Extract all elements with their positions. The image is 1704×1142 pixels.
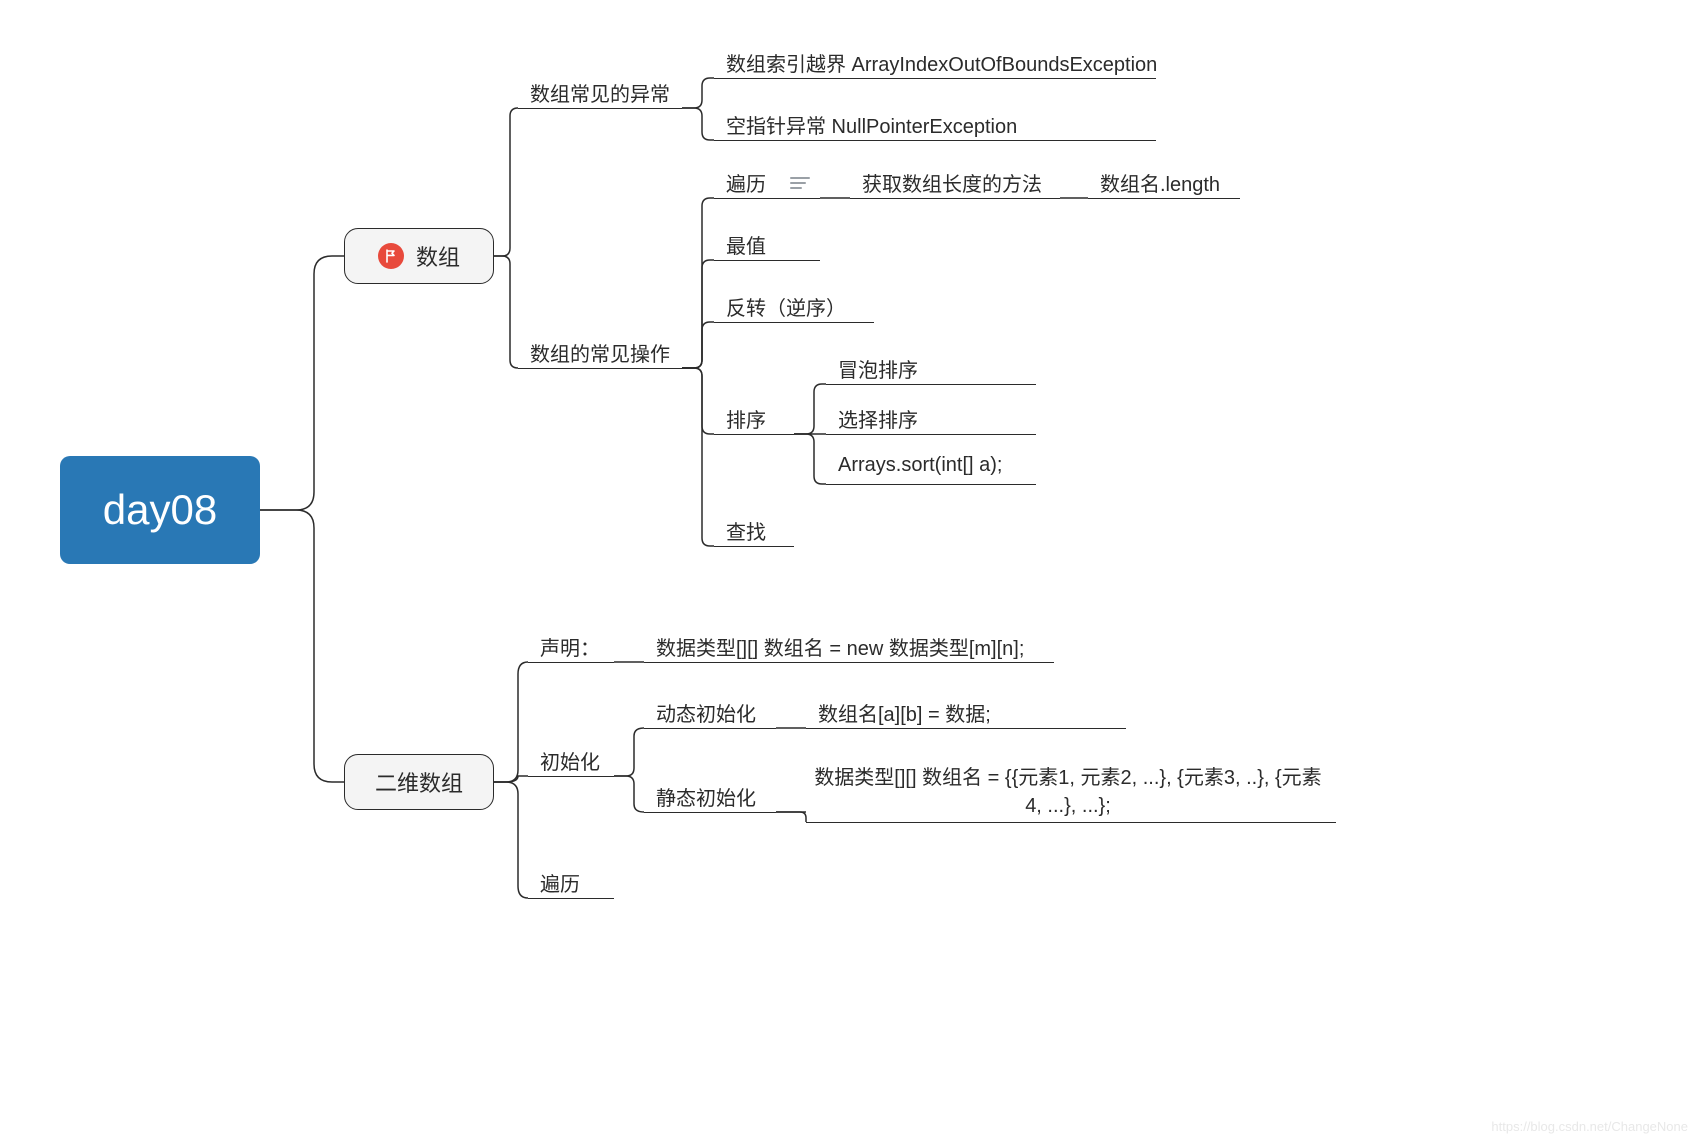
node-array: 数组 bbox=[344, 228, 494, 284]
underline-traverse2d bbox=[528, 898, 614, 899]
connectors bbox=[0, 0, 1704, 1142]
underline-declare-val bbox=[644, 662, 1054, 663]
node-ops: 数组的常见操作 bbox=[530, 338, 670, 367]
underline-sortapi bbox=[826, 484, 1036, 485]
leaf-bubble: 冒泡排序 bbox=[838, 354, 918, 383]
underline-dyn-val bbox=[806, 728, 1126, 729]
leaf-npe: 空指针异常 NullPointerException bbox=[726, 110, 1017, 139]
node-array-label: 数组 bbox=[416, 240, 460, 272]
leaf-declare: 声明： bbox=[540, 632, 600, 661]
underline-npe bbox=[714, 140, 1156, 141]
underline-traverse-method bbox=[850, 198, 1060, 199]
underline-traverse-value bbox=[1088, 198, 1240, 199]
leaf-declare-val: 数据类型[][] 数组名 = new 数据类型[m][n]; bbox=[656, 632, 1024, 661]
node-array2d: 二维数组 bbox=[344, 754, 494, 810]
root-node: day08 bbox=[60, 456, 260, 564]
underline-search bbox=[714, 546, 794, 547]
watermark: https://blog.csdn.net/ChangeNone bbox=[1491, 1119, 1688, 1134]
underline-reverse bbox=[714, 322, 874, 323]
underline-init bbox=[528, 776, 614, 777]
leaf-static: 静态初始化 bbox=[656, 782, 756, 811]
underline-traverse bbox=[714, 198, 820, 199]
underline-static bbox=[644, 812, 776, 813]
underline-sort bbox=[714, 434, 794, 435]
underline-exceptions bbox=[518, 108, 682, 109]
underline-declare bbox=[528, 662, 614, 663]
leaf-max: 最值 bbox=[726, 230, 766, 259]
leaf-reverse: 反转（逆序） bbox=[726, 292, 846, 321]
root-label: day08 bbox=[103, 486, 217, 534]
underline-dyn bbox=[644, 728, 776, 729]
leaf-dyn: 动态初始化 bbox=[656, 698, 756, 727]
underline-ops bbox=[518, 368, 682, 369]
underline-max bbox=[714, 260, 820, 261]
underline-bubble bbox=[826, 384, 1036, 385]
node-exceptions: 数组常见的异常 bbox=[530, 78, 670, 107]
leaf-traverse2d: 遍历 bbox=[540, 868, 580, 897]
underline-ioob bbox=[714, 78, 1156, 79]
leaf-traverse-label: 遍历 bbox=[726, 174, 766, 196]
underline-selection bbox=[826, 434, 1036, 435]
node-array2d-label: 二维数组 bbox=[375, 766, 463, 798]
leaf-ioob: 数组索引越界 ArrayIndexOutOfBoundsException bbox=[726, 48, 1157, 77]
leaf-traverse: 遍历 bbox=[726, 168, 812, 197]
leaf-init: 初始化 bbox=[540, 746, 600, 775]
leaf-dyn-val: 数组名[a][b] = 数据; bbox=[818, 698, 991, 727]
leaf-sortapi: Arrays.sort(int[] a); bbox=[838, 454, 1002, 477]
underline-static-val bbox=[806, 822, 1336, 823]
flag-icon bbox=[378, 243, 404, 269]
leaf-static-val: 数据类型[][] 数组名 = {{元素1, 元素2, ...}, {元素3, .… bbox=[808, 764, 1328, 820]
leaf-traverse-method: 获取数组长度的方法 bbox=[862, 168, 1042, 197]
leaf-sort: 排序 bbox=[726, 404, 766, 433]
leaf-selection: 选择排序 bbox=[838, 404, 918, 433]
leaf-search: 查找 bbox=[726, 516, 766, 545]
note-icon bbox=[790, 174, 812, 197]
leaf-traverse-value: 数组名.length bbox=[1100, 168, 1220, 197]
